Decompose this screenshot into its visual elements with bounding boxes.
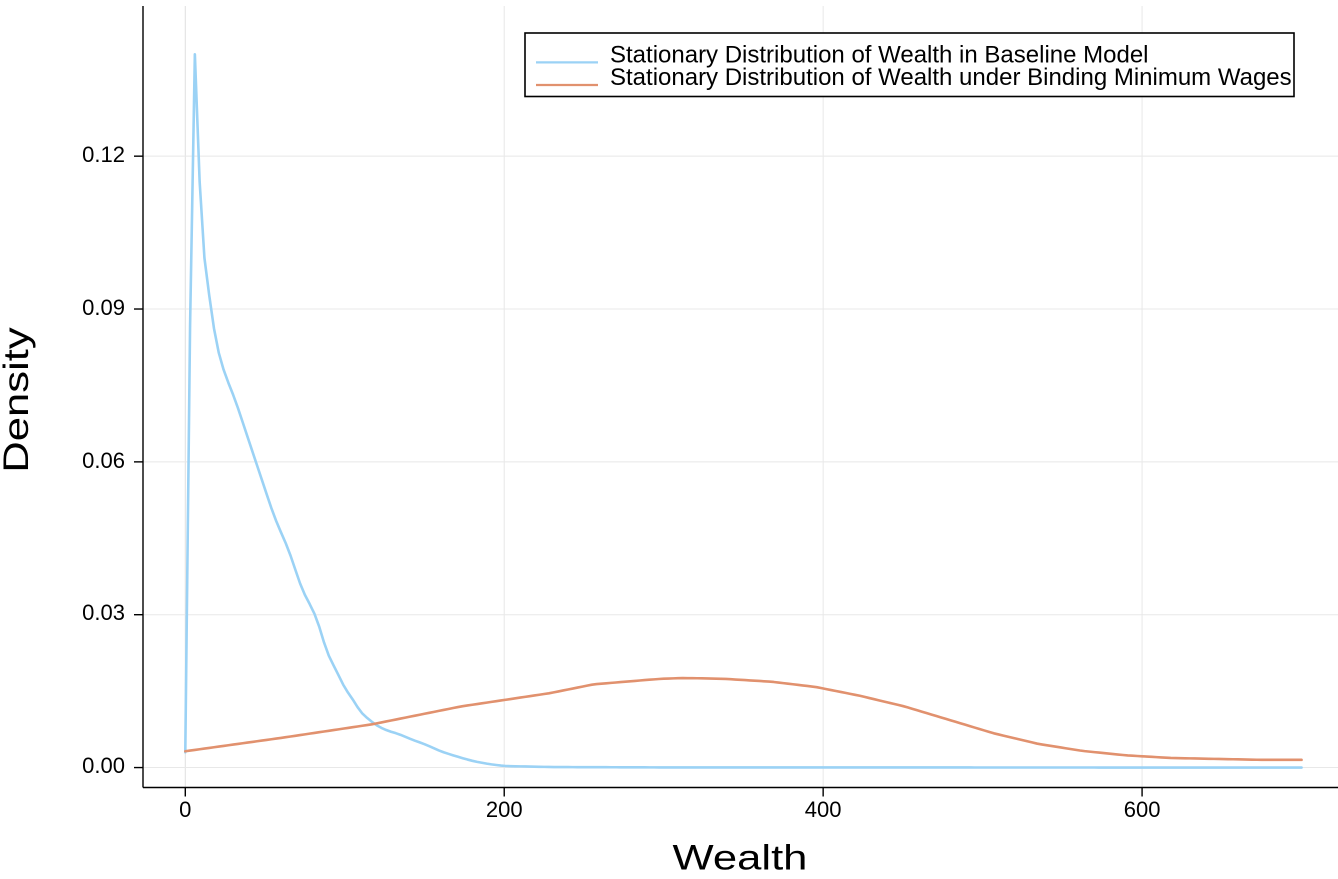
svg-text:0.12: 0.12 xyxy=(82,142,125,167)
svg-text:Density: Density xyxy=(0,327,36,473)
svg-text:0.09: 0.09 xyxy=(82,295,125,320)
svg-text:400: 400 xyxy=(805,797,842,822)
svg-text:Stationary Distribution of Wea: Stationary Distribution of Wealth under … xyxy=(610,64,1292,91)
svg-text:Wealth: Wealth xyxy=(673,839,808,878)
svg-text:0: 0 xyxy=(179,797,191,822)
svg-text:200: 200 xyxy=(486,797,523,822)
svg-text:0.00: 0.00 xyxy=(82,753,125,778)
svg-text:0.06: 0.06 xyxy=(82,448,125,473)
svg-text:600: 600 xyxy=(1124,797,1161,822)
svg-text:0.03: 0.03 xyxy=(82,600,125,625)
